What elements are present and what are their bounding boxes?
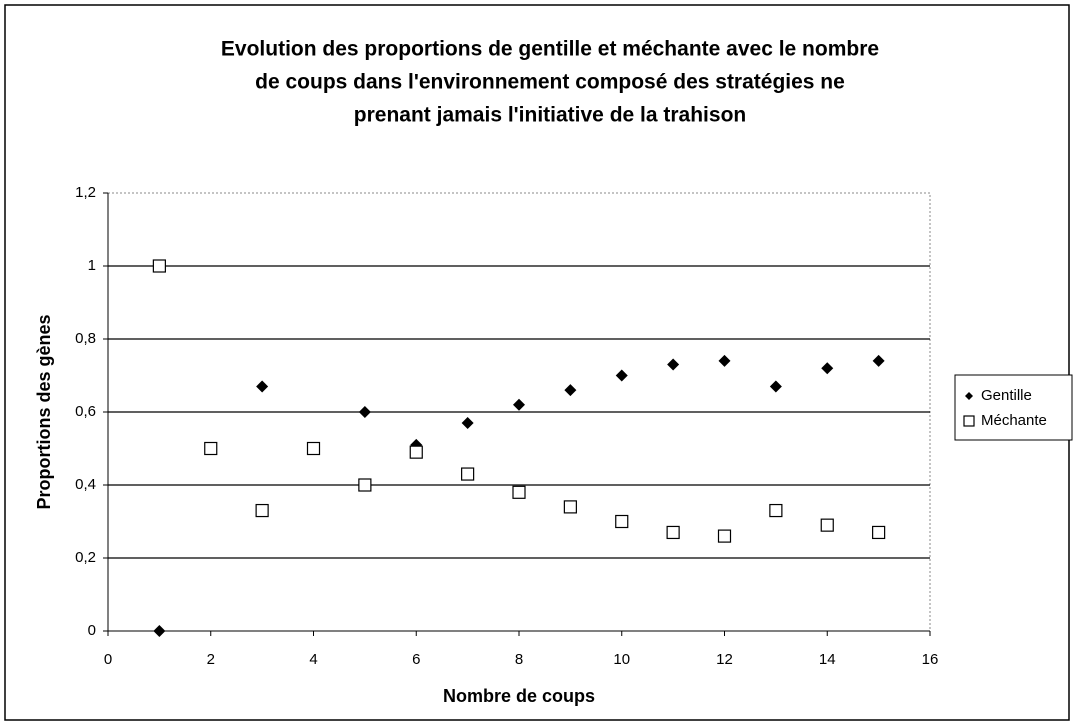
x-tick-label: 6 xyxy=(412,651,420,668)
y-tick-label: 0,6 xyxy=(75,403,96,420)
point xyxy=(564,384,577,397)
x-tick-label: 0 xyxy=(104,651,112,668)
point xyxy=(461,416,474,429)
point xyxy=(152,259,166,273)
y-tick-label: 0 xyxy=(88,622,96,639)
x-tick-label: 4 xyxy=(309,651,317,668)
legend-label: Méchante xyxy=(981,412,1047,429)
point xyxy=(255,503,269,518)
x-tick-label: 14 xyxy=(819,651,836,668)
point xyxy=(615,369,628,382)
point xyxy=(718,354,731,367)
point xyxy=(666,525,680,540)
y-tick-label: 0,2 xyxy=(75,549,96,566)
point xyxy=(821,362,834,375)
point xyxy=(409,445,423,459)
point xyxy=(153,625,166,637)
point xyxy=(306,441,321,456)
chart-title: prenant jamais l'initiative de la trahis… xyxy=(354,104,746,127)
x-tick-label: 2 xyxy=(207,651,215,668)
point xyxy=(820,518,834,532)
point xyxy=(512,485,526,499)
y-axis-title: Proportions des gènes xyxy=(34,314,54,509)
x-tick-label: 12 xyxy=(716,651,733,668)
x-tick-label: 10 xyxy=(613,651,630,668)
chart-frame xyxy=(4,4,1070,721)
chart-title: Evolution des proportions de gentille et… xyxy=(221,38,879,61)
point xyxy=(461,467,475,481)
point xyxy=(358,478,372,492)
point xyxy=(717,529,732,543)
point xyxy=(615,514,629,529)
legend-box xyxy=(954,374,1073,441)
y-tick-label: 1 xyxy=(88,257,96,274)
point xyxy=(667,358,680,371)
point xyxy=(204,441,218,456)
legend-marker xyxy=(963,415,975,427)
point xyxy=(769,503,783,518)
point xyxy=(769,380,782,393)
x-tick-label: 8 xyxy=(515,651,523,668)
x-tick-label: 16 xyxy=(922,651,939,668)
point xyxy=(256,380,269,393)
legend-marker xyxy=(965,392,973,400)
chart-title: de coups dans l'environnement composé de… xyxy=(255,71,845,94)
y-tick-label: 0,8 xyxy=(75,330,96,347)
x-axis-title: Nombre de coups xyxy=(443,686,595,706)
point xyxy=(358,406,371,418)
y-tick-label: 1,2 xyxy=(75,184,96,201)
point xyxy=(513,398,525,411)
point xyxy=(872,354,885,367)
point xyxy=(872,525,886,540)
point xyxy=(563,500,577,514)
legend-label: Gentille xyxy=(981,387,1032,404)
y-tick-label: 0,4 xyxy=(75,476,96,493)
